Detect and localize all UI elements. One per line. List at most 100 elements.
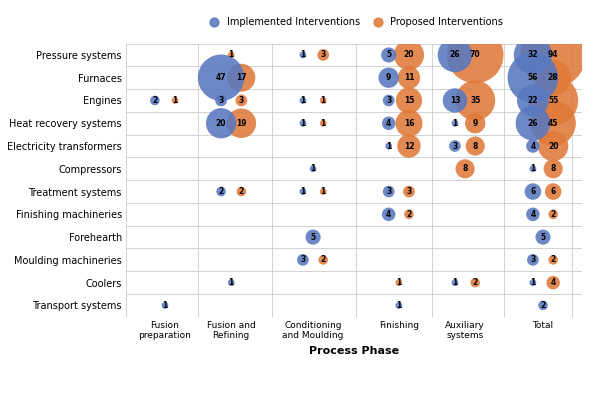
Text: 20: 20	[404, 50, 414, 59]
Text: 4: 4	[551, 278, 556, 287]
Point	[538, 234, 548, 240]
Point	[384, 143, 394, 149]
Point	[226, 52, 236, 58]
Point	[450, 97, 460, 104]
Point	[528, 120, 538, 126]
Text: 5: 5	[311, 232, 316, 242]
Text: 1: 1	[310, 164, 316, 173]
Point	[404, 52, 414, 58]
Text: 2: 2	[218, 187, 224, 196]
Text: 1: 1	[172, 96, 178, 105]
Point	[548, 143, 558, 149]
Text: 1: 1	[320, 187, 326, 196]
Text: 1: 1	[301, 50, 305, 59]
Point	[470, 52, 480, 58]
Point	[319, 188, 328, 195]
Text: 22: 22	[527, 96, 538, 105]
Text: 47: 47	[216, 73, 226, 82]
Point	[404, 74, 414, 81]
Text: 1: 1	[396, 301, 401, 310]
Text: 8: 8	[550, 164, 556, 173]
Point	[528, 211, 538, 217]
Point	[528, 74, 538, 81]
Point	[528, 97, 538, 104]
Text: 5: 5	[386, 50, 391, 59]
Text: 20: 20	[548, 141, 559, 150]
Text: 3: 3	[386, 187, 391, 196]
Text: 5: 5	[541, 232, 545, 242]
Text: 6: 6	[530, 187, 536, 196]
Text: 2: 2	[406, 210, 412, 219]
Text: 1: 1	[530, 278, 536, 287]
Point	[548, 257, 558, 263]
Point	[470, 280, 480, 286]
Point	[404, 188, 414, 195]
Point	[319, 120, 328, 126]
Point	[216, 188, 226, 195]
Point	[308, 234, 318, 240]
Text: 3: 3	[218, 96, 224, 105]
Point	[394, 280, 404, 286]
Point	[384, 74, 394, 81]
Point	[298, 97, 308, 104]
Text: 55: 55	[548, 96, 558, 105]
Text: 26: 26	[449, 50, 460, 59]
Point	[384, 52, 394, 58]
Point	[308, 166, 318, 172]
Point	[450, 143, 460, 149]
Text: 11: 11	[404, 73, 414, 82]
Text: 3: 3	[239, 96, 244, 105]
Text: 1: 1	[301, 96, 305, 105]
Text: 2: 2	[473, 278, 478, 287]
Text: 2: 2	[320, 255, 326, 265]
Point	[404, 143, 414, 149]
Point	[236, 188, 246, 195]
X-axis label: Process Phase: Process Phase	[309, 346, 399, 356]
Point	[548, 166, 558, 172]
Text: 1: 1	[229, 278, 234, 287]
Text: 19: 19	[236, 119, 247, 128]
Text: 1: 1	[386, 141, 391, 150]
Text: 3: 3	[386, 96, 391, 105]
Text: 17: 17	[236, 73, 247, 82]
Text: 32: 32	[527, 50, 538, 59]
Point	[384, 188, 394, 195]
Point	[319, 52, 328, 58]
Text: 16: 16	[404, 119, 414, 128]
Text: 4: 4	[386, 210, 391, 219]
Text: 9: 9	[473, 119, 478, 128]
Point	[298, 120, 308, 126]
Text: 13: 13	[449, 96, 460, 105]
Text: 3: 3	[320, 50, 326, 59]
Text: 8: 8	[473, 141, 478, 150]
Text: 2: 2	[152, 96, 157, 105]
Point	[548, 211, 558, 217]
Text: 2: 2	[551, 210, 556, 219]
Point	[404, 120, 414, 126]
Text: 1: 1	[452, 119, 458, 128]
Text: 2: 2	[239, 187, 244, 196]
Point	[548, 97, 558, 104]
Point	[216, 97, 226, 104]
Point	[298, 257, 308, 263]
Point	[548, 280, 558, 286]
Text: 1: 1	[163, 301, 167, 310]
Point	[150, 97, 160, 104]
Point	[450, 120, 460, 126]
Text: 3: 3	[301, 255, 305, 265]
Point	[470, 143, 480, 149]
Text: 1: 1	[301, 119, 305, 128]
Point	[404, 211, 414, 217]
Text: 28: 28	[548, 73, 559, 82]
Point	[528, 166, 538, 172]
Point	[319, 97, 328, 104]
Text: 15: 15	[404, 96, 414, 105]
Text: 6: 6	[551, 187, 556, 196]
Text: 56: 56	[528, 73, 538, 82]
Text: 1: 1	[452, 278, 458, 287]
Text: 20: 20	[216, 119, 226, 128]
Text: 3: 3	[406, 187, 412, 196]
Point	[394, 302, 404, 308]
Text: 1: 1	[396, 278, 401, 287]
Text: 1: 1	[320, 119, 326, 128]
